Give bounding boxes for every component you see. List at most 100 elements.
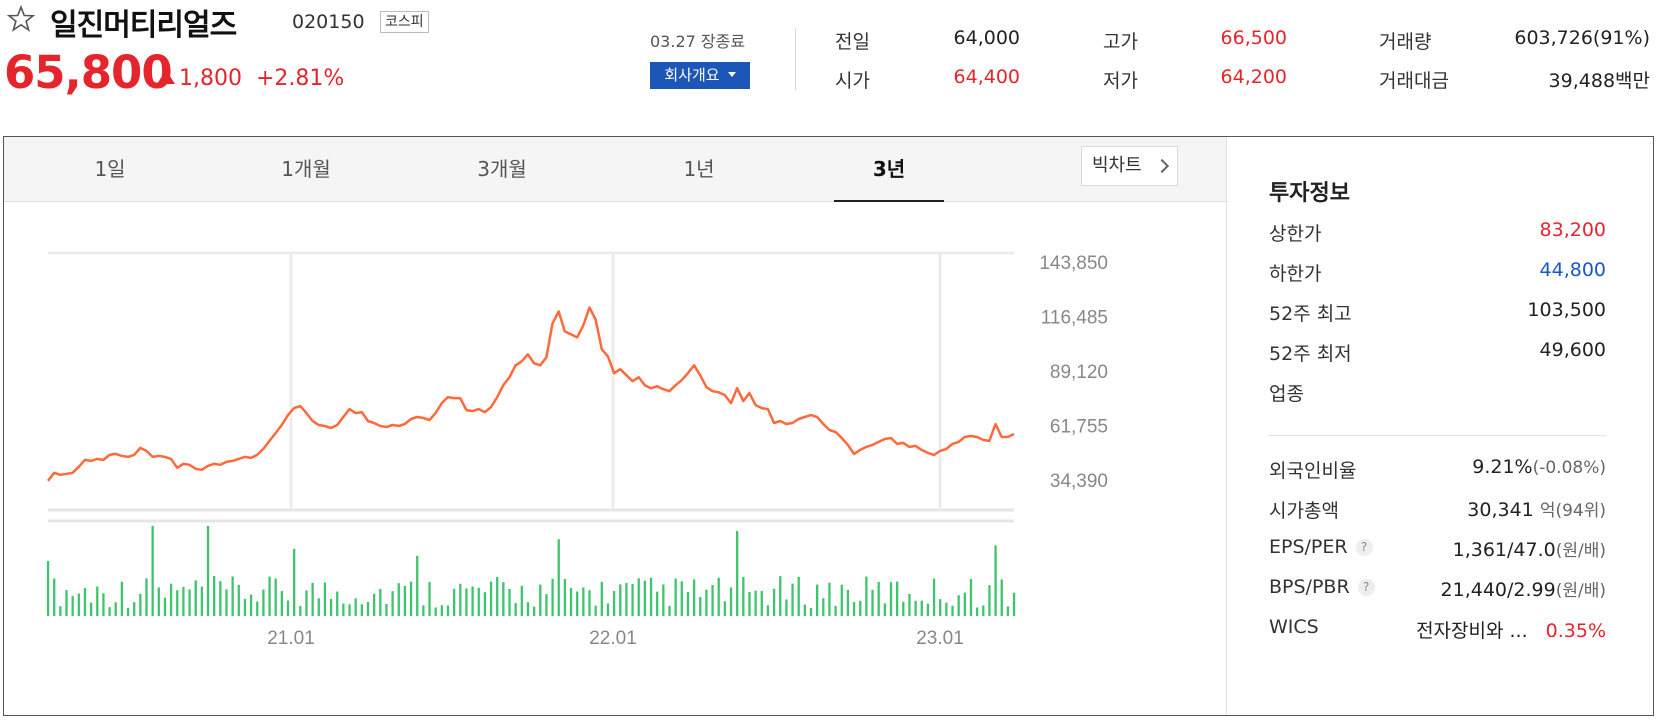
volume-bar xyxy=(939,599,942,616)
market-cap-rank: (94위) xyxy=(1555,501,1606,521)
bigchart-label: 빅차트 xyxy=(1092,155,1142,176)
sidebar-divider xyxy=(1226,137,1227,715)
volume-bar xyxy=(846,589,850,616)
volume-bar xyxy=(816,584,819,616)
volume-bar xyxy=(477,587,480,616)
volume-bar xyxy=(723,601,727,616)
volume-bar xyxy=(951,605,954,616)
volume-bar xyxy=(379,588,382,616)
help-icon[interactable]: ? xyxy=(1357,579,1375,596)
volume-bar xyxy=(114,602,117,616)
52w-high-label: 52주 최고 xyxy=(1269,303,1352,325)
volume-bar xyxy=(551,578,554,616)
x-axis-ticks: 21.01 22.01 23.01 xyxy=(267,628,964,649)
bps-pbr-value: 21,440/2.99(원/배) xyxy=(1441,576,1606,601)
volume-bar xyxy=(569,588,573,616)
volume-bar xyxy=(508,588,511,616)
volume-bar xyxy=(822,598,825,616)
volume-bar xyxy=(994,545,997,616)
volume-bar xyxy=(286,600,290,616)
y-axis-ticks: 143,850 116,485 89,120 61,755 34,390 xyxy=(1039,253,1108,492)
volume-bar xyxy=(1000,579,1003,616)
volume-bar xyxy=(828,582,831,616)
volume-bar xyxy=(791,583,794,616)
volume-bar xyxy=(594,605,597,616)
volume-value: 603,726(91%) xyxy=(1514,27,1650,49)
volume-bar xyxy=(440,605,443,616)
volume-bar xyxy=(176,590,179,616)
y-tick-label: 89,120 xyxy=(1050,362,1108,383)
volume-bar xyxy=(305,590,308,616)
volume-bar xyxy=(188,589,191,616)
52w-low-row: 52주 최저 49,600 xyxy=(1269,339,1606,379)
volume-bar xyxy=(360,604,363,616)
volume-bar xyxy=(219,581,222,616)
volume-bar xyxy=(311,582,314,616)
52w-high-row: 52주 최고 103,500 xyxy=(1269,299,1606,339)
volume-bar xyxy=(342,603,345,616)
volume-bar xyxy=(920,600,923,616)
investment-divider xyxy=(1269,435,1606,436)
help-icon[interactable]: ? xyxy=(1355,539,1373,556)
volume-bar xyxy=(520,585,523,616)
market-cap-value: 30,341 억(94위) xyxy=(1467,496,1606,521)
volume-bar xyxy=(403,585,407,616)
stock-name: 일진머티리얼즈 xyxy=(50,8,237,43)
volume-bar xyxy=(446,605,450,616)
volume-bar xyxy=(471,586,474,616)
bigchart-button[interactable]: 빅차트 xyxy=(1081,146,1178,186)
volume-bar xyxy=(748,591,751,616)
volume-bar xyxy=(102,593,105,616)
lower-limit-row: 하한가 44,800 xyxy=(1269,259,1606,299)
wics-value[interactable]: 전자장비와 ... 0.35% xyxy=(1416,616,1606,643)
header-divider xyxy=(795,28,796,90)
volume-bar xyxy=(391,591,394,616)
volume-bar xyxy=(625,583,628,616)
volume-bar xyxy=(662,584,665,616)
volume-bar xyxy=(772,588,776,616)
volume-bar xyxy=(496,576,499,616)
volume-bar xyxy=(588,590,591,616)
volume-bar xyxy=(957,595,960,616)
volume-bar xyxy=(656,591,659,616)
company-overview-button[interactable]: 회사개요 xyxy=(650,62,750,89)
volume-bar xyxy=(71,596,74,616)
volume-bar xyxy=(975,607,979,616)
volume-bar xyxy=(366,601,370,616)
volume-bar xyxy=(797,576,800,616)
tab-3month[interactable]: 3개월 xyxy=(477,157,527,181)
volume-bar xyxy=(834,605,837,616)
volume-bar xyxy=(145,578,148,616)
price-line-layer xyxy=(47,306,1015,482)
volume-bar xyxy=(736,531,739,616)
volume-bar xyxy=(668,605,671,616)
change-amount: 1,800 xyxy=(179,66,242,91)
favorite-star-icon[interactable] xyxy=(4,4,38,34)
market-cap-label: 시가총액 xyxy=(1269,500,1339,522)
wics-industry[interactable]: 전자장비와 ... xyxy=(1416,620,1528,642)
tab-1month[interactable]: 1개월 xyxy=(281,157,331,181)
volume-bar xyxy=(619,584,622,616)
tab-1day[interactable]: 1일 xyxy=(94,157,126,181)
volume-bar xyxy=(459,583,462,616)
trade-amount-value: 39,488백만 xyxy=(1480,66,1650,93)
upper-limit-label: 상한가 xyxy=(1269,223,1322,245)
volume-bar xyxy=(274,578,277,616)
volume-bar xyxy=(465,588,468,616)
trade-amount-unit: 백만 xyxy=(1615,70,1650,92)
volume-bar xyxy=(59,606,62,616)
volume-bar xyxy=(785,599,788,616)
investment-info: 투자정보 상한가 83,200 하한가 44,800 52주 최고 103,50… xyxy=(1269,175,1606,656)
volume-bar xyxy=(717,577,720,616)
tab-1year[interactable]: 1년 xyxy=(683,157,715,181)
volume-bar xyxy=(249,594,253,616)
volume-bar xyxy=(705,589,708,616)
x-tick-label: 22.01 xyxy=(589,628,637,649)
volume-bar xyxy=(139,593,142,616)
tab-3year[interactable]: 3년 xyxy=(834,137,944,202)
volume-bar xyxy=(194,580,197,616)
foreign-ratio-row: 외국인비율 9.21%(-0.08%) xyxy=(1269,456,1606,496)
volume-bar xyxy=(434,607,437,616)
volume-bar xyxy=(883,603,886,616)
price-chart[interactable]: 143,850 116,485 89,120 61,755 34,390 21.01 22… xyxy=(4,202,1224,714)
